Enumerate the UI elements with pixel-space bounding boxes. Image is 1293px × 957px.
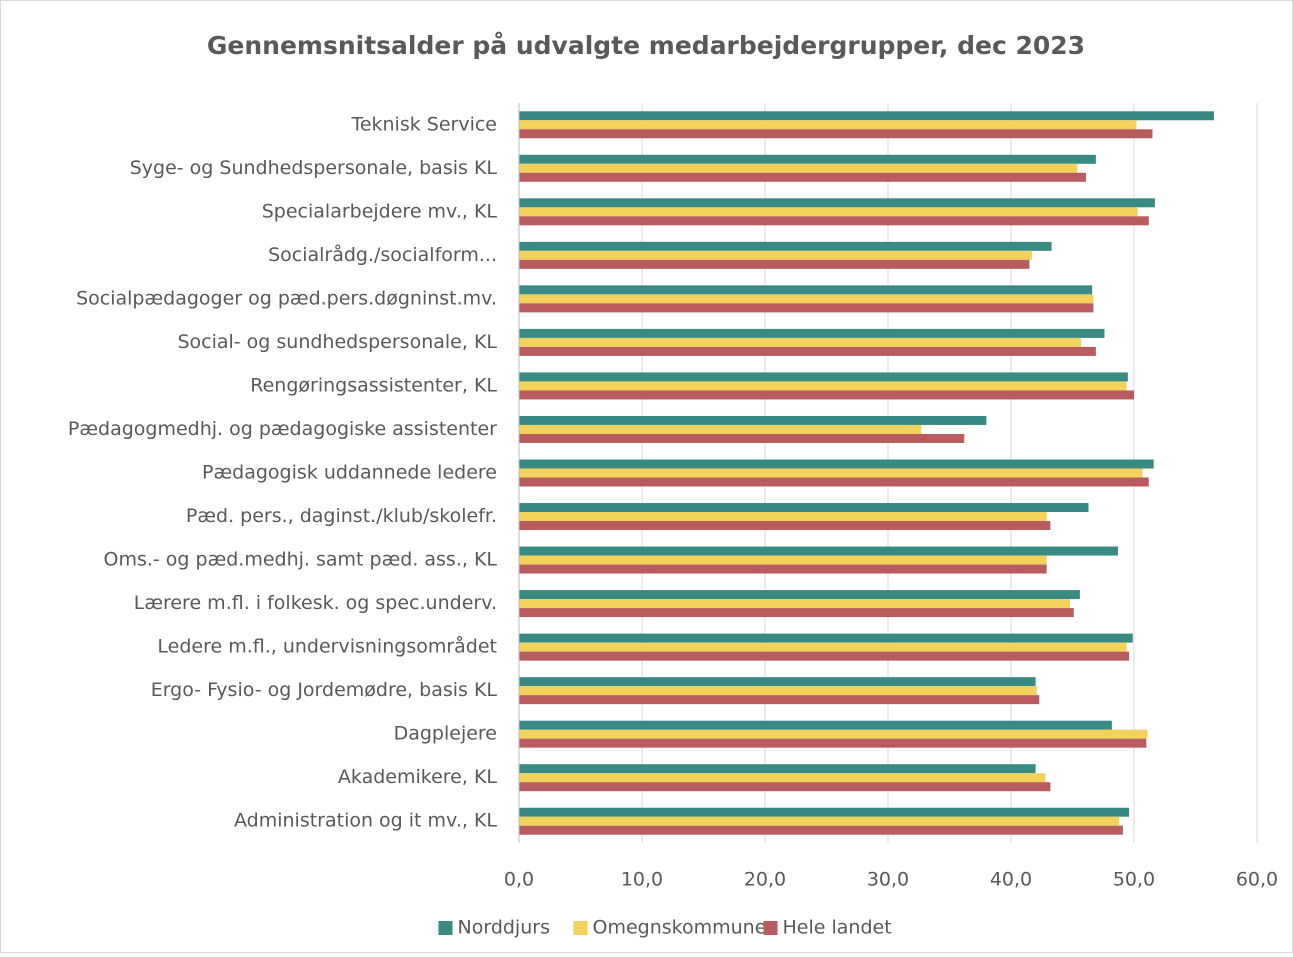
bar: [519, 424, 922, 434]
bar: [519, 764, 1036, 774]
bar: [519, 198, 1155, 208]
bar: [519, 642, 1127, 652]
bar: [519, 216, 1149, 226]
y-tick-label: Ergo- Fysio- og Jordemødre, basis KL: [151, 679, 498, 701]
bar: [519, 303, 1094, 313]
y-tick-label: Syge- og Sundhedspersonale, basis KL: [130, 157, 498, 179]
bar: [519, 564, 1047, 574]
bar: [519, 154, 1096, 164]
bar: [519, 207, 1138, 217]
bar: [519, 590, 1080, 600]
bar: [519, 633, 1133, 643]
bar: [519, 555, 1047, 565]
x-tick-label: 10,0: [621, 869, 663, 891]
bar: [519, 433, 965, 443]
legend-swatch: [573, 921, 588, 935]
y-tick-label: Rengøringsassistenter, KL: [250, 374, 497, 396]
bar: [519, 259, 1030, 269]
bar: [519, 608, 1074, 618]
bar: [519, 695, 1040, 705]
x-tick-label: 40,0: [990, 869, 1032, 891]
y-tick-label: Pædagogmedhj. og pædagogiske assistenter: [68, 418, 497, 440]
legend-swatch: [438, 921, 453, 935]
bar: [519, 381, 1127, 391]
y-tick-label: Social- og sundhedspersonale, KL: [177, 331, 497, 353]
x-tick-label: 60,0: [1236, 869, 1278, 891]
legend-label: Norddjurs: [458, 917, 550, 939]
bar: [519, 250, 1032, 260]
bar: [519, 111, 1214, 121]
bar: [519, 686, 1037, 696]
bar: [519, 521, 1051, 531]
x-tick-label: 0,0: [504, 869, 534, 891]
bar: [519, 651, 1130, 661]
bar: [519, 599, 1071, 609]
y-tick-label: Akademikere, KL: [338, 766, 497, 788]
y-tick-label: Socialrådg./socialform...: [268, 243, 497, 266]
legend-swatch: [763, 921, 778, 935]
bar: [519, 720, 1112, 730]
y-tick-label: Administration og it mv., KL: [234, 810, 497, 832]
y-tick-label: Ledere m.fl., undervisningsområdet: [157, 635, 497, 658]
bar: [519, 825, 1123, 835]
y-tick-label: Dagplejere: [394, 723, 497, 745]
bar: [519, 468, 1143, 478]
y-tick-label: Lærere m.fl. i folkesk. og spec.underv.: [134, 592, 497, 614]
x-tick-label: 50,0: [1113, 869, 1155, 891]
bar: [519, 773, 1046, 783]
bar: [519, 738, 1147, 748]
bar: [519, 294, 1094, 304]
bar: [519, 337, 1082, 347]
legend-label: Omegnskommuner: [593, 917, 775, 939]
bar: [519, 546, 1119, 556]
bar: [519, 477, 1149, 487]
bar: [519, 807, 1130, 817]
bar: [519, 120, 1137, 130]
bar: [519, 512, 1047, 522]
bar: [519, 782, 1051, 792]
legend-label: Hele landet: [783, 917, 892, 939]
x-tick-label: 20,0: [744, 869, 786, 891]
x-tick-label: 30,0: [867, 869, 909, 891]
bar: [519, 503, 1089, 513]
y-tick-label: Specialarbejdere mv., KL: [262, 200, 498, 222]
y-tick-label: Socialpædagoger og pæd.pers.døgninst.mv.: [76, 287, 497, 309]
bar: [519, 729, 1148, 739]
bar: [519, 415, 987, 425]
bar: [519, 129, 1153, 139]
bar: [519, 677, 1036, 687]
chart-title: Gennemsnitsalder på udvalgte medarbejder…: [207, 31, 1085, 60]
y-tick-label: Oms.- og pæd.medhj. samt pæd. ass., KL: [104, 549, 498, 571]
bar: [519, 390, 1134, 400]
y-tick-label: Teknisk Service: [350, 113, 497, 135]
y-tick-label: Pædagogisk uddannede ledere: [202, 462, 497, 484]
bar: [519, 346, 1096, 356]
bar: [519, 372, 1128, 382]
bar: [519, 172, 1087, 182]
bar: [519, 163, 1078, 173]
bar: [519, 816, 1120, 826]
bar: [519, 459, 1154, 469]
bar: [519, 328, 1105, 338]
bar: [519, 241, 1052, 251]
bar: [519, 285, 1093, 295]
y-tick-label: Pæd. pers., daginst./klub/skolefr.: [186, 505, 497, 527]
